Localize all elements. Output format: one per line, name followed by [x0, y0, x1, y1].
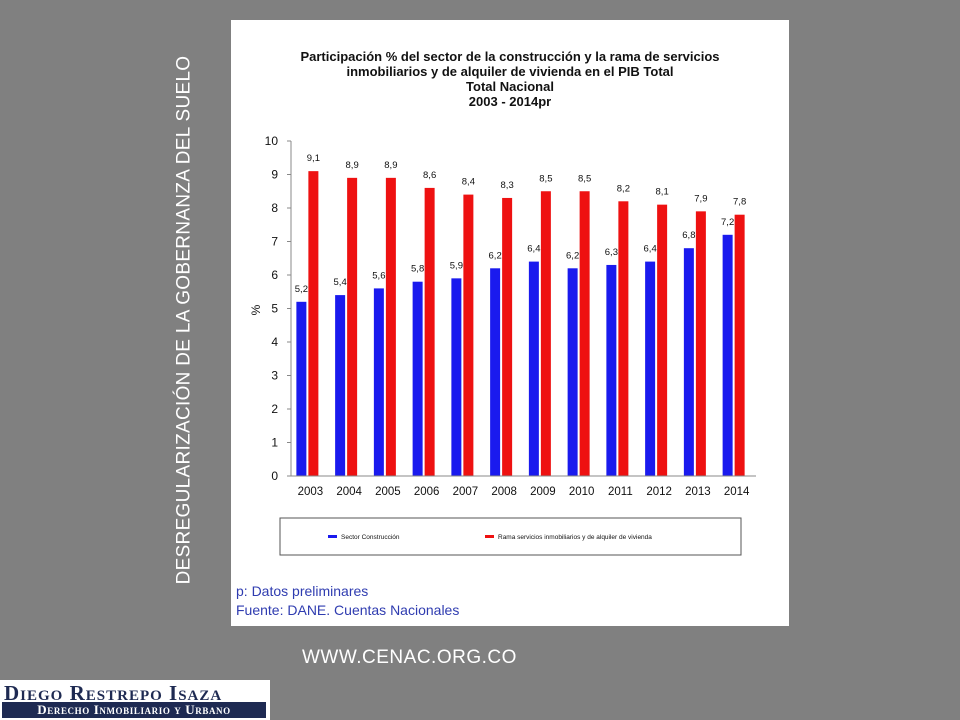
bar-construccion	[722, 234, 733, 476]
data-label: 7,8	[733, 197, 746, 208]
bar-inmobiliarios	[463, 194, 474, 476]
bar-construccion	[335, 295, 346, 476]
y-tick-label: 9	[271, 168, 278, 182]
bar-construccion	[606, 264, 617, 476]
data-label: 8,5	[578, 173, 591, 184]
data-label: 7,2	[721, 217, 734, 228]
bar-inmobiliarios	[540, 191, 551, 476]
data-label: 8,3	[501, 180, 514, 191]
logo-name: Diego Restrepo Isaza	[4, 681, 223, 705]
bar-inmobiliarios	[657, 204, 668, 476]
chart-title-line: Participación % del sector de la constru…	[300, 49, 719, 64]
x-tick-label: 2013	[685, 486, 711, 498]
bar-inmobiliarios	[618, 201, 629, 477]
y-tick-label: 4	[271, 335, 278, 349]
data-label: 6,4	[527, 244, 540, 255]
side-title: DESREGULARIZACIÓN DE LA GOBERNANZA DEL S…	[173, 55, 195, 585]
x-axis-ticks: 2003 2004 2005 2006 2007 2008 2009 2010 2011 2012…	[298, 486, 750, 498]
note-preliminary: p: Datos preliminares	[236, 583, 368, 599]
data-label: 5,9	[450, 260, 463, 271]
legend-label: Sector Construcción	[341, 534, 400, 541]
x-tick-label: 2003	[298, 486, 324, 498]
x-tick-label: 2008	[491, 486, 517, 498]
data-label: 5,6	[372, 270, 385, 281]
website-url: WWW.CENAC.ORG.CO	[302, 647, 517, 668]
data-label: 8,4	[462, 177, 475, 188]
legend-label: Rama servicios inmobiliarios y de alquil…	[498, 534, 652, 541]
bar-inmobiliarios	[579, 191, 590, 476]
data-label: 7,9	[694, 193, 707, 204]
bar-construccion	[373, 288, 384, 476]
bar-construccion	[683, 248, 694, 476]
bar-construccion	[528, 261, 539, 476]
bar-inmobiliarios	[734, 214, 745, 476]
x-tick-label: 2007	[453, 486, 479, 498]
y-tick-label: 2	[271, 402, 278, 416]
x-tick-label: 2010	[569, 486, 595, 498]
data-label: 5,4	[334, 277, 347, 288]
y-tick-label: 6	[271, 268, 278, 282]
bar-chart: Participación % del sector de la constru…	[236, 49, 756, 618]
x-tick-label: 2004	[336, 486, 362, 498]
data-label: 8,6	[423, 170, 436, 181]
bar-inmobiliarios	[502, 197, 513, 476]
legend-swatch	[485, 535, 494, 538]
y-tick-label: 1	[271, 436, 278, 450]
bar-construccion	[412, 281, 423, 476]
bar-construccion	[645, 261, 656, 476]
chart-title-line: Total Nacional	[466, 79, 554, 94]
y-tick-label: 0	[271, 469, 278, 483]
chart-title-line: 2003 - 2014pr	[469, 94, 551, 109]
bar-inmobiliarios	[424, 187, 435, 476]
data-label: 6,2	[566, 250, 579, 261]
legend-box	[279, 517, 742, 556]
bar-inmobiliarios	[695, 211, 706, 476]
x-tick-label: 2006	[414, 486, 440, 498]
bar-construccion	[296, 301, 307, 476]
y-axis-ticks: 0 1 2 3 4 5 6 7 8 9 10	[265, 134, 291, 483]
bar-inmobiliarios	[347, 177, 358, 476]
data-label: 8,9	[346, 160, 359, 171]
data-label: 5,2	[295, 284, 308, 295]
bars	[296, 171, 745, 477]
bar-construccion	[451, 278, 462, 476]
y-tick-label: 10	[265, 134, 279, 148]
chart-title: Participación % del sector de la constru…	[300, 49, 719, 109]
data-labels: 5,2 9,1 5,4 8,9 5,6 8,9 5,8 8,6 5,9 8,4 6,2 8,3 6,4 8…	[295, 153, 746, 295]
bar-construccion	[490, 268, 501, 476]
data-label: 6,3	[605, 247, 618, 258]
data-label: 6,4	[644, 244, 657, 255]
y-tick-label: 8	[271, 201, 278, 215]
bar-inmobiliarios	[308, 171, 319, 476]
chart-title-line: inmobiliarios y de alquiler de vivienda …	[346, 64, 673, 79]
data-label: 8,1	[656, 187, 669, 198]
y-tick-label: 3	[271, 369, 278, 383]
x-tick-label: 2014	[724, 486, 750, 498]
bar-construccion	[567, 268, 578, 476]
logo: Diego Restrepo Isaza Derecho Inmobiliari…	[0, 680, 270, 720]
y-tick-label: 7	[271, 235, 278, 249]
note-source: Fuente: DANE. Cuentas Nacionales	[236, 602, 459, 618]
data-label: 9,1	[307, 153, 320, 164]
data-label: 6,2	[489, 250, 502, 261]
bar-inmobiliarios	[385, 177, 396, 476]
x-tick-label: 2009	[530, 486, 556, 498]
x-tick-label: 2012	[646, 486, 672, 498]
x-tick-label: 2005	[375, 486, 401, 498]
y-axis-label: %	[249, 304, 263, 315]
data-label: 8,9	[384, 160, 397, 171]
logo-subtitle: Derecho Inmobiliario y Urbano	[2, 702, 266, 718]
y-tick-label: 5	[271, 302, 278, 316]
legend: Sector Construcción Rama servicios inmobi…	[279, 517, 742, 556]
data-label: 5,8	[411, 264, 424, 275]
chart-panel: Participación % del sector de la constru…	[231, 20, 789, 626]
legend-swatch	[328, 535, 337, 538]
data-label: 6,8	[682, 230, 695, 241]
data-label: 8,5	[539, 173, 552, 184]
data-label: 8,2	[617, 183, 630, 194]
x-tick-label: 2011	[608, 486, 633, 498]
